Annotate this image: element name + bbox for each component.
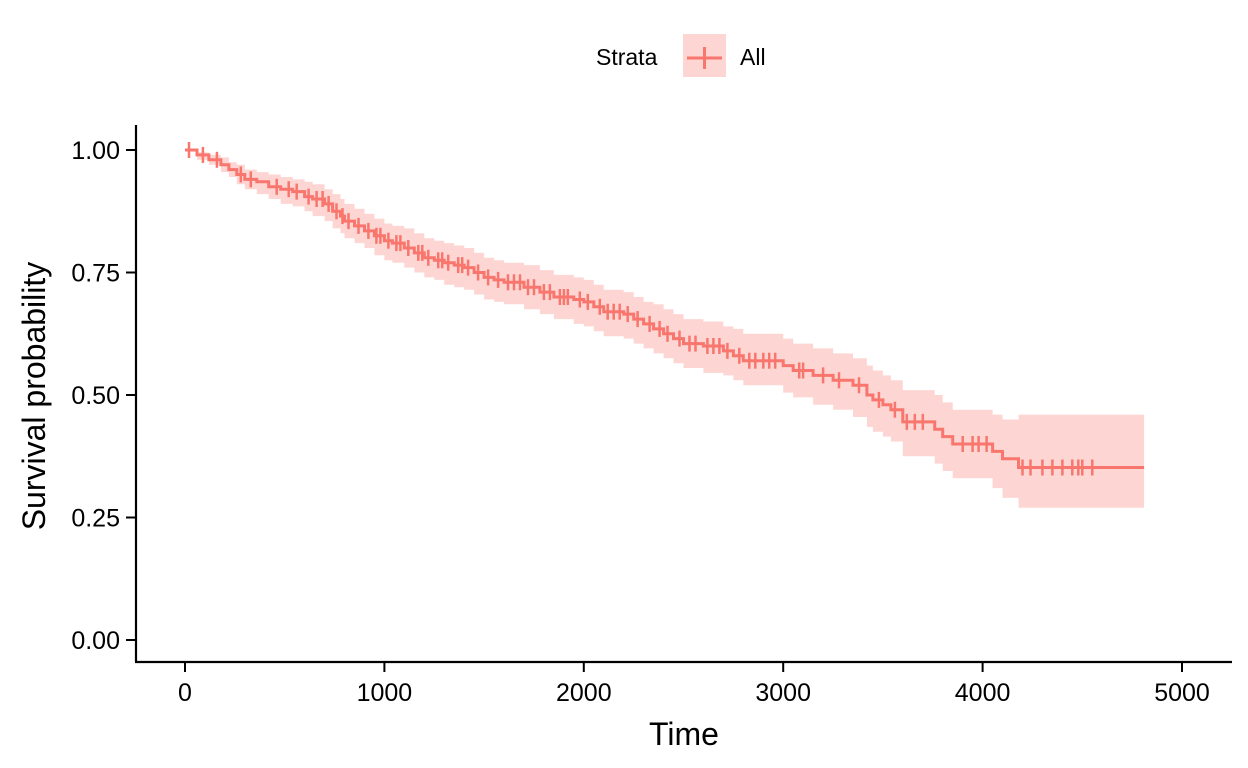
x-tick-label: 5000 <box>1154 679 1210 707</box>
y-ticks: 0.00 0.25 0.50 0.75 1.00 <box>71 137 136 655</box>
legend: Strata All <box>596 34 766 77</box>
x-ticks: 0 1000 2000 3000 4000 5000 <box>178 662 1210 707</box>
censor-marks-layer <box>187 142 1094 476</box>
y-tick-label: 0.25 <box>71 505 120 533</box>
y-axis-title: Survival probability <box>16 262 52 531</box>
x-tick-label: 2000 <box>556 679 612 707</box>
y-tick-label: 0.75 <box>71 260 120 288</box>
y-tick-label: 0.00 <box>71 627 120 655</box>
survival-line-layer <box>185 148 1145 469</box>
y-tick-label: 1.00 <box>71 137 120 165</box>
axes <box>134 125 1232 664</box>
x-tick-label: 0 <box>178 679 192 707</box>
legend-entry-all: All <box>740 44 766 70</box>
survival-curve <box>185 148 1145 469</box>
legend-title: Strata <box>596 44 658 70</box>
y-tick-label: 0.50 <box>71 382 120 410</box>
x-axis-title: Time <box>649 716 719 752</box>
x-tick-label: 1000 <box>357 679 413 707</box>
x-tick-label: 4000 <box>955 679 1011 707</box>
x-tick-label: 3000 <box>755 679 811 707</box>
